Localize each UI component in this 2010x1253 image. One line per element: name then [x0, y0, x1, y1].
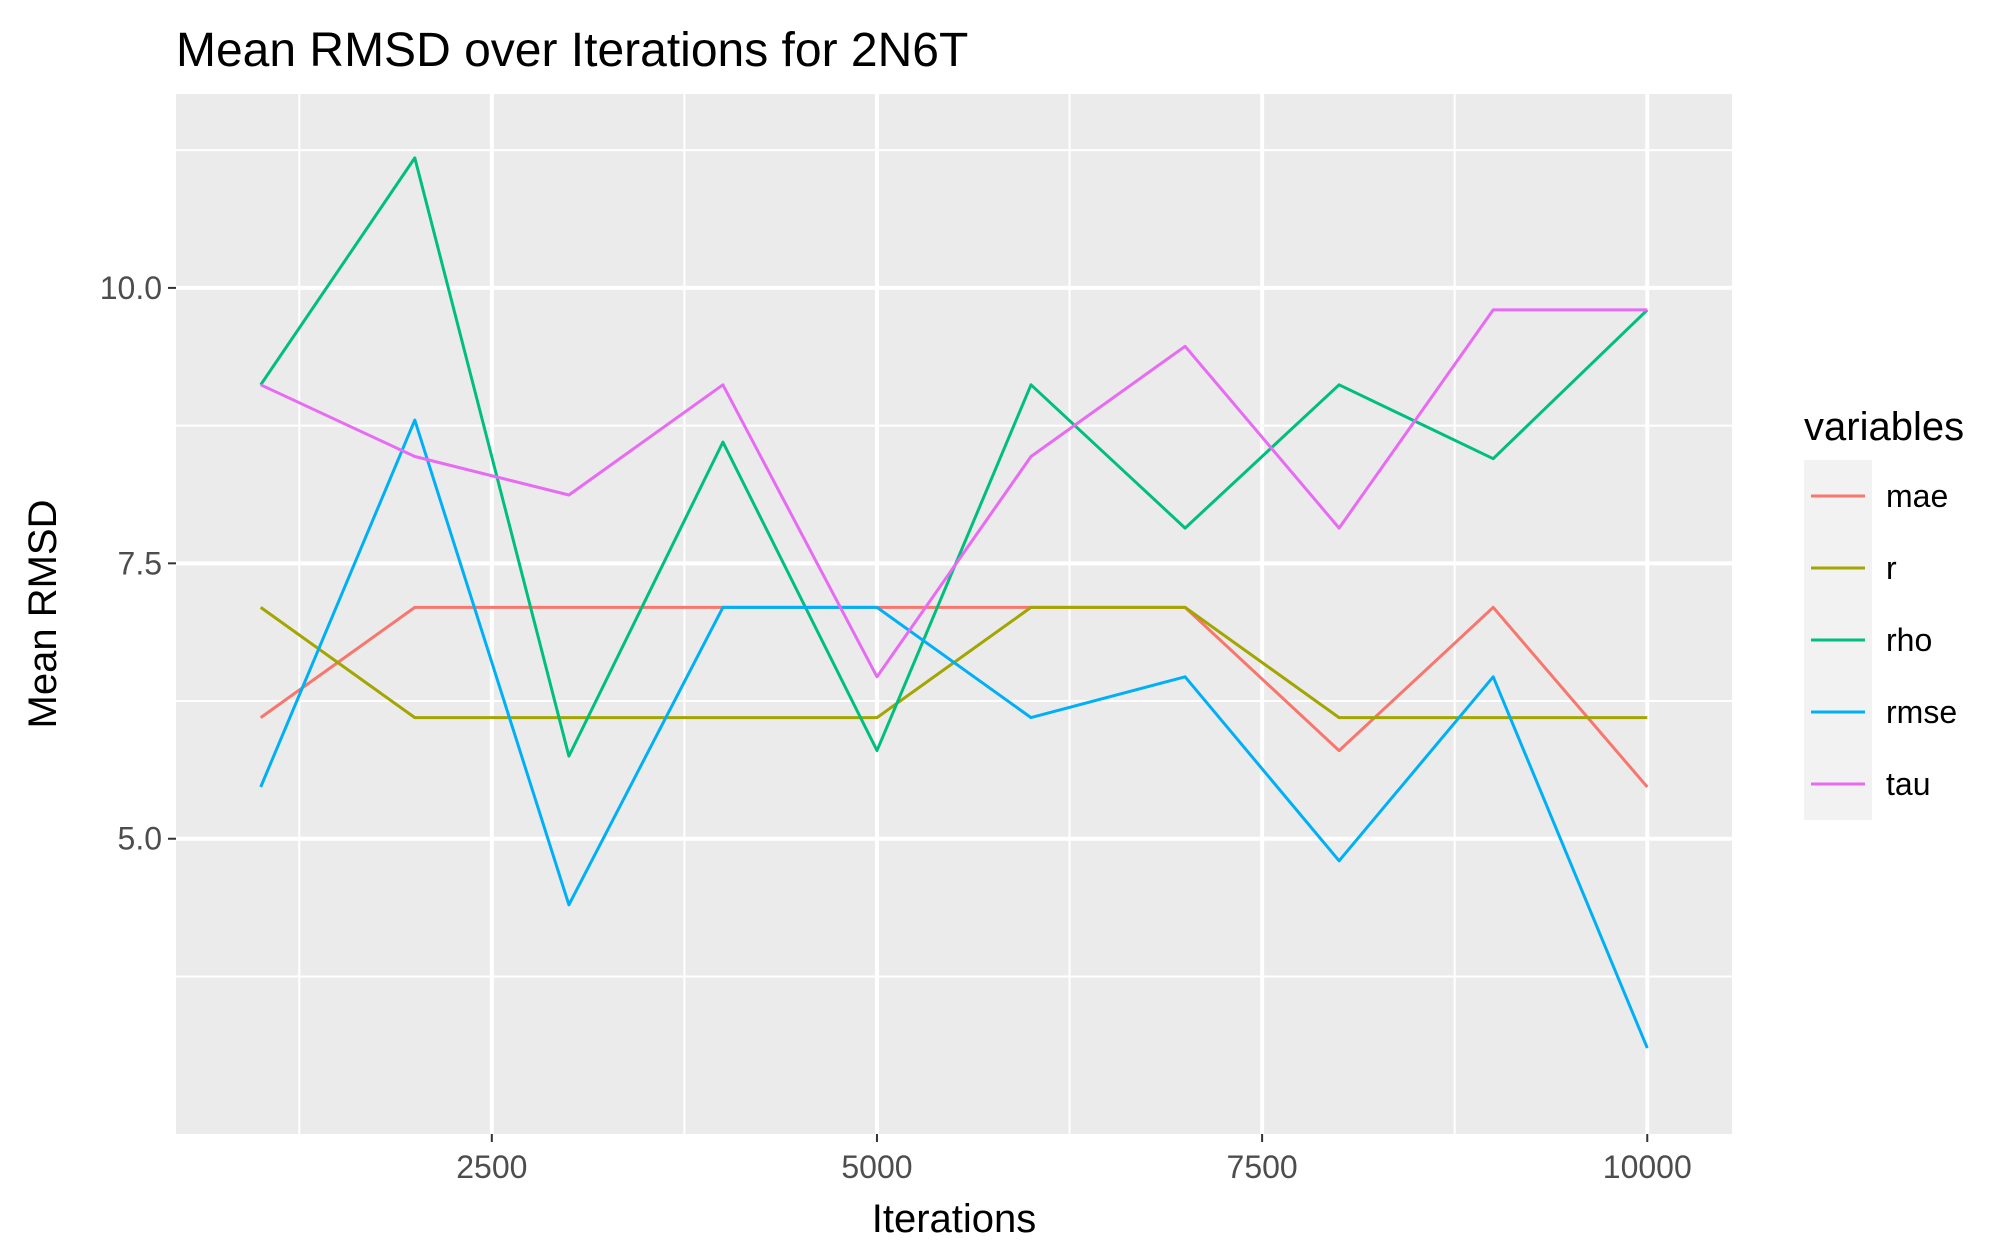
legend-item-mae: mae: [1804, 460, 1948, 532]
legend-item-r: r: [1804, 532, 1897, 604]
series-line-mae: [259, 605, 1649, 788]
legend-label: rho: [1886, 622, 1932, 658]
y-tick-label: 7.5: [118, 545, 162, 581]
legend-item-rmse: rmse: [1804, 676, 1957, 748]
legend-title: variables: [1804, 405, 1964, 449]
legend-item-rho: rho: [1804, 604, 1932, 676]
y-axis-ticks: 5.0 7.5 10.0: [100, 270, 176, 857]
legend-label: r: [1886, 550, 1897, 586]
x-tick-label: 7500: [1227, 1149, 1298, 1185]
legend-items: mae r rho rmse tau: [1804, 460, 1957, 820]
major-gridlines: [176, 94, 1732, 1134]
series-line-rmse: [259, 418, 1649, 1049]
legend: variables mae r rho rmse tau: [1804, 405, 1964, 820]
y-tick-label: 10.0: [100, 270, 162, 306]
x-tick-label: 10000: [1603, 1149, 1692, 1185]
legend-label: rmse: [1886, 694, 1957, 730]
x-axis-title: Iterations: [872, 1197, 1037, 1241]
y-tick-label: 5.0: [118, 821, 162, 857]
plot-panel: [176, 94, 1732, 1134]
series-line-tau: [260, 308, 1648, 679]
series-lines: [259, 156, 1649, 1049]
legend-label: tau: [1886, 766, 1930, 802]
y-axis-title: Mean RMSD: [21, 500, 65, 729]
chart-title: Mean RMSD over Iterations for 2N6T: [176, 24, 968, 77]
legend-item-tau: tau: [1804, 748, 1930, 820]
legend-label: mae: [1886, 478, 1948, 514]
x-tick-label: 5000: [841, 1149, 912, 1185]
x-axis-ticks: 2500 5000 7500 10000: [456, 1134, 1692, 1185]
x-tick-label: 2500: [456, 1149, 527, 1185]
